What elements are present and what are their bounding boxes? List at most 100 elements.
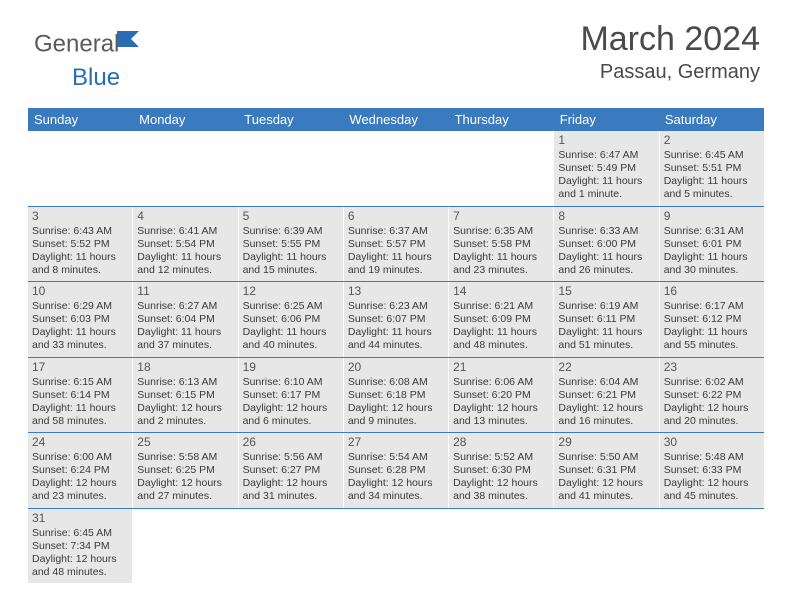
sunrise-text: Sunrise: 6:15 AM (32, 376, 128, 389)
daylight-text: Daylight: 12 hours and 2 minutes. (137, 402, 233, 428)
sunrise-text: Sunrise: 6:00 AM (32, 451, 128, 464)
day-number: 13 (348, 284, 444, 299)
calendar-cell: 15Sunrise: 6:19 AMSunset: 6:11 PMDayligh… (554, 282, 659, 357)
calendar-cell (660, 509, 764, 584)
sunrise-text: Sunrise: 6:06 AM (453, 376, 549, 389)
calendar-cell: 3Sunrise: 6:43 AMSunset: 5:52 PMDaylight… (28, 207, 133, 282)
calendar-cell (133, 131, 238, 206)
sunrise-text: Sunrise: 6:29 AM (32, 300, 128, 313)
sunrise-text: Sunrise: 6:37 AM (348, 225, 444, 238)
daylight-text: Daylight: 11 hours and 23 minutes. (453, 251, 549, 277)
sunrise-text: Sunrise: 6:19 AM (558, 300, 654, 313)
daylight-text: Daylight: 12 hours and 48 minutes. (32, 553, 128, 579)
location-text: Passau, Germany (580, 61, 760, 84)
calendar-cell: 22Sunrise: 6:04 AMSunset: 6:21 PMDayligh… (554, 358, 659, 433)
day-number: 2 (664, 133, 760, 148)
sunrise-text: Sunrise: 6:41 AM (137, 225, 233, 238)
sunset-text: Sunset: 5:55 PM (243, 238, 339, 251)
month-title: March 2024 (580, 20, 760, 59)
daylight-text: Daylight: 11 hours and 1 minute. (558, 175, 654, 201)
brand-logo: General Blue (34, 26, 143, 92)
logo-text-1: General (34, 30, 119, 57)
sunrise-text: Sunrise: 6:47 AM (558, 149, 654, 162)
calendar-cell: 14Sunrise: 6:21 AMSunset: 6:09 PMDayligh… (449, 282, 554, 357)
sunset-text: Sunset: 5:51 PM (664, 162, 760, 175)
calendar-cell: 11Sunrise: 6:27 AMSunset: 6:04 PMDayligh… (133, 282, 238, 357)
sunset-text: Sunset: 6:18 PM (348, 389, 444, 402)
day-number: 28 (453, 435, 549, 450)
day-number: 22 (558, 360, 654, 375)
calendar-cell: 18Sunrise: 6:13 AMSunset: 6:15 PMDayligh… (133, 358, 238, 433)
sunset-text: Sunset: 6:15 PM (137, 389, 233, 402)
daylight-text: Daylight: 12 hours and 38 minutes. (453, 477, 549, 503)
daylight-text: Daylight: 11 hours and 37 minutes. (137, 326, 233, 352)
calendar-cell (239, 131, 344, 206)
sunrise-text: Sunrise: 5:48 AM (664, 451, 760, 464)
calendar-cell: 23Sunrise: 6:02 AMSunset: 6:22 PMDayligh… (660, 358, 764, 433)
calendar-grid: Sunday Monday Tuesday Wednesday Thursday… (28, 108, 764, 583)
day-number: 11 (137, 284, 233, 299)
sunset-text: Sunset: 6:11 PM (558, 313, 654, 326)
sunrise-text: Sunrise: 5:58 AM (137, 451, 233, 464)
sunset-text: Sunset: 5:52 PM (32, 238, 128, 251)
day-number: 10 (32, 284, 128, 299)
sunset-text: Sunset: 6:22 PM (664, 389, 760, 402)
calendar-cell (239, 509, 344, 584)
sunset-text: Sunset: 6:20 PM (453, 389, 549, 402)
day-header: Sunday (28, 108, 133, 131)
sunrise-text: Sunrise: 6:08 AM (348, 376, 444, 389)
sunset-text: Sunset: 5:58 PM (453, 238, 549, 251)
calendar-cell: 5Sunrise: 6:39 AMSunset: 5:55 PMDaylight… (239, 207, 344, 282)
sunrise-text: Sunrise: 5:50 AM (558, 451, 654, 464)
sunrise-text: Sunrise: 5:56 AM (243, 451, 339, 464)
calendar-cell: 21Sunrise: 6:06 AMSunset: 6:20 PMDayligh… (449, 358, 554, 433)
sunrise-text: Sunrise: 6:45 AM (664, 149, 760, 162)
calendar-cell (344, 509, 449, 584)
sunset-text: Sunset: 6:12 PM (664, 313, 760, 326)
daylight-text: Daylight: 11 hours and 51 minutes. (558, 326, 654, 352)
calendar-cell: 9Sunrise: 6:31 AMSunset: 6:01 PMDaylight… (660, 207, 764, 282)
sunrise-text: Sunrise: 5:54 AM (348, 451, 444, 464)
calendar-cell (28, 131, 133, 206)
calendar-cell: 12Sunrise: 6:25 AMSunset: 6:06 PMDayligh… (239, 282, 344, 357)
title-block: March 2024 Passau, Germany (580, 20, 760, 84)
daylight-text: Daylight: 11 hours and 30 minutes. (664, 251, 760, 277)
day-number: 15 (558, 284, 654, 299)
sunset-text: Sunset: 6:00 PM (558, 238, 654, 251)
sunrise-text: Sunrise: 6:33 AM (558, 225, 654, 238)
day-number: 17 (32, 360, 128, 375)
day-number: 21 (453, 360, 549, 375)
calendar-cell: 26Sunrise: 5:56 AMSunset: 6:27 PMDayligh… (239, 433, 344, 508)
sunset-text: Sunset: 6:06 PM (243, 313, 339, 326)
daylight-text: Daylight: 12 hours and 9 minutes. (348, 402, 444, 428)
sunset-text: Sunset: 6:25 PM (137, 464, 233, 477)
day-number: 18 (137, 360, 233, 375)
daylight-text: Daylight: 12 hours and 20 minutes. (664, 402, 760, 428)
calendar-cell: 13Sunrise: 6:23 AMSunset: 6:07 PMDayligh… (344, 282, 449, 357)
day-header: Thursday (449, 108, 554, 131)
daylight-text: Daylight: 12 hours and 13 minutes. (453, 402, 549, 428)
day-header: Friday (554, 108, 659, 131)
calendar-cell: 10Sunrise: 6:29 AMSunset: 6:03 PMDayligh… (28, 282, 133, 357)
daylight-text: Daylight: 11 hours and 33 minutes. (32, 326, 128, 352)
day-number: 29 (558, 435, 654, 450)
sunset-text: Sunset: 6:03 PM (32, 313, 128, 326)
calendar-cell: 1Sunrise: 6:47 AMSunset: 5:49 PMDaylight… (554, 131, 659, 206)
day-number: 8 (558, 209, 654, 224)
daylight-text: Daylight: 12 hours and 16 minutes. (558, 402, 654, 428)
calendar-cell: 28Sunrise: 5:52 AMSunset: 6:30 PMDayligh… (449, 433, 554, 508)
daylight-text: Daylight: 12 hours and 34 minutes. (348, 477, 444, 503)
sunset-text: Sunset: 6:30 PM (453, 464, 549, 477)
calendar-cell: 30Sunrise: 5:48 AMSunset: 6:33 PMDayligh… (660, 433, 764, 508)
calendar-cell: 27Sunrise: 5:54 AMSunset: 6:28 PMDayligh… (344, 433, 449, 508)
sunset-text: Sunset: 6:21 PM (558, 389, 654, 402)
sunrise-text: Sunrise: 6:45 AM (32, 527, 128, 540)
sunrise-text: Sunrise: 6:25 AM (243, 300, 339, 313)
calendar-cell: 24Sunrise: 6:00 AMSunset: 6:24 PMDayligh… (28, 433, 133, 508)
day-header: Saturday (659, 108, 764, 131)
daylight-text: Daylight: 12 hours and 23 minutes. (32, 477, 128, 503)
daylight-text: Daylight: 12 hours and 41 minutes. (558, 477, 654, 503)
sunrise-text: Sunrise: 5:52 AM (453, 451, 549, 464)
sunrise-text: Sunrise: 6:13 AM (137, 376, 233, 389)
sunset-text: Sunset: 6:24 PM (32, 464, 128, 477)
